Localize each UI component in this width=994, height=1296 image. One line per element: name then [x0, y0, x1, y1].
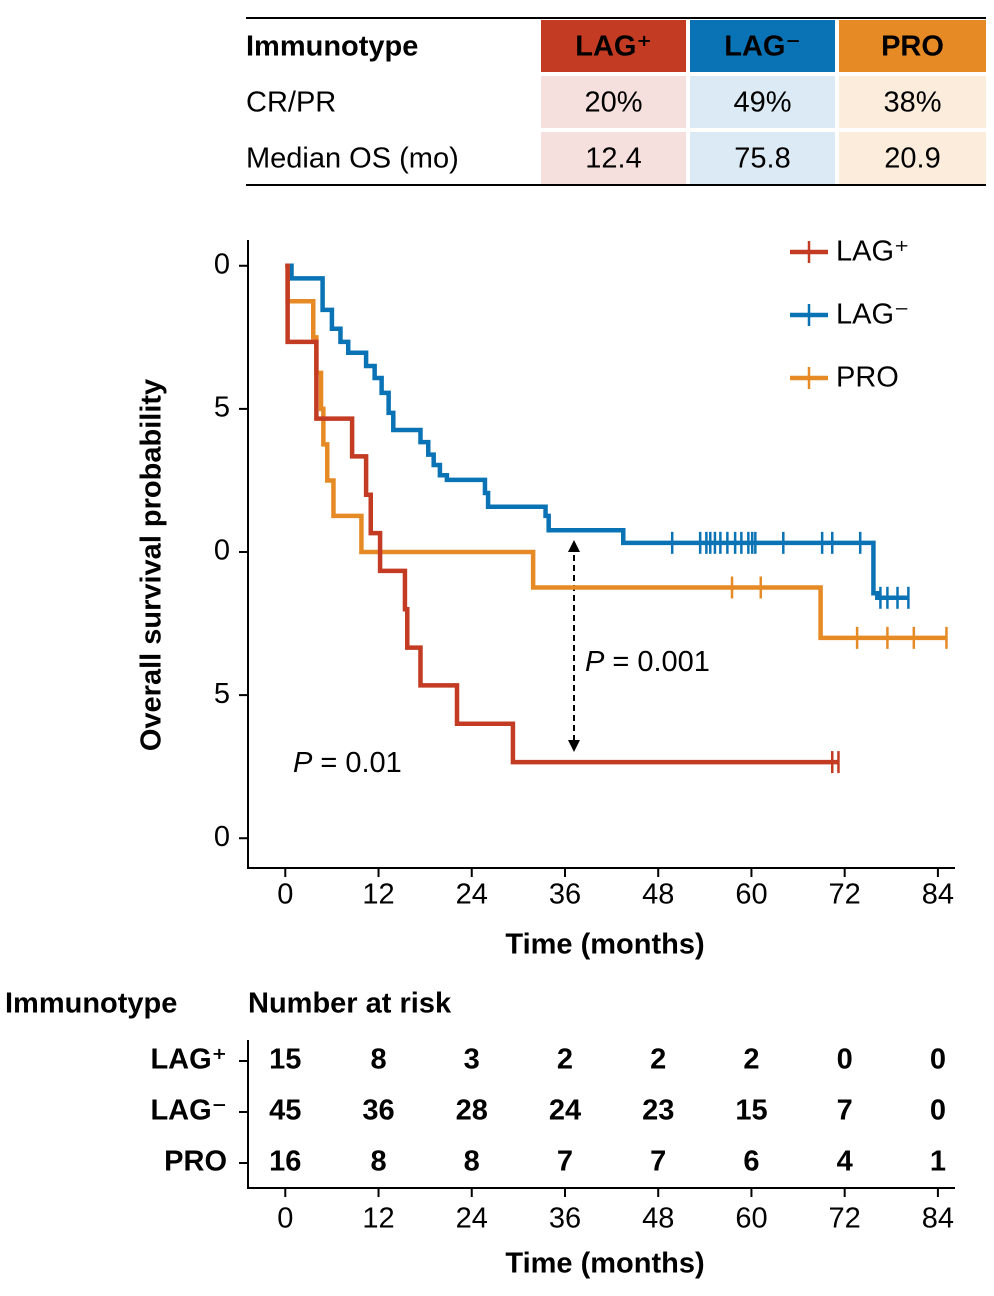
risk-count: 8	[464, 1146, 480, 1178]
risk-count: 8	[370, 1146, 386, 1178]
risk-row-header: Immunotype	[5, 988, 177, 1020]
risk-count: 2	[650, 1044, 666, 1076]
risk-count: 7	[650, 1146, 666, 1178]
risk-count: 36	[362, 1095, 394, 1127]
risk-count: 45	[269, 1095, 301, 1127]
y-tick-label: 5	[214, 392, 230, 424]
survival-curve	[285, 263, 909, 601]
x-tick-label: 12	[362, 879, 394, 911]
x-tick-label: 72	[829, 879, 861, 911]
risk-count: 15	[269, 1044, 301, 1076]
risk-count: 0	[930, 1044, 946, 1076]
table-text: 49%	[733, 87, 791, 119]
p-value: = 0.001	[612, 646, 710, 678]
table-text: 38%	[883, 87, 941, 119]
header-cell	[541, 20, 686, 72]
header-text: LAG⁻	[724, 31, 801, 63]
x-axis-label: Time (months)	[505, 929, 704, 961]
risk-x-tick-label: 0	[277, 1203, 293, 1235]
annotation: P = 0.01	[293, 747, 402, 779]
table-text: 20.9	[884, 143, 940, 175]
annotation: P = 0.001	[585, 646, 710, 678]
risk-count: 16	[269, 1146, 301, 1178]
legend-label: LAG⁻	[836, 299, 909, 331]
survival-curve	[285, 263, 839, 765]
y-tick-label: 0	[214, 535, 230, 567]
risk-x-tick-label: 12	[362, 1203, 394, 1235]
table-cell	[690, 132, 835, 184]
table-text: 12.4	[585, 143, 641, 175]
p-symbol: P	[293, 747, 313, 779]
x-tick-label: 24	[456, 879, 488, 911]
header-cell	[690, 20, 835, 72]
table-cell	[690, 76, 835, 128]
risk-count: 23	[642, 1095, 674, 1127]
risk-x-tick-label: 84	[922, 1203, 954, 1235]
p-value: = 0.01	[320, 747, 401, 779]
risk-count: 2	[557, 1044, 573, 1076]
survival-curve	[285, 263, 947, 641]
y-tick-label: 0	[214, 248, 230, 280]
table-text: 75.8	[734, 143, 790, 175]
risk-count: 3	[464, 1044, 480, 1076]
table-text: CR/PR	[246, 87, 336, 119]
risk-count: 6	[743, 1146, 759, 1178]
risk-count: 28	[456, 1095, 488, 1127]
risk-count: 7	[837, 1095, 853, 1127]
risk-count: 0	[930, 1095, 946, 1127]
risk-count: 15	[735, 1095, 767, 1127]
risk-x-axis-label: Time (months)	[505, 1248, 704, 1280]
legend-label: PRO	[836, 362, 899, 394]
table-cell	[541, 132, 686, 184]
risk-count: 1	[930, 1146, 946, 1178]
x-tick-label: 84	[922, 879, 954, 911]
p-symbol: P	[585, 646, 605, 678]
header-text: PRO	[881, 31, 944, 63]
table-cell	[839, 76, 986, 128]
risk-title: Number at risk	[248, 988, 452, 1020]
x-tick-label: 48	[642, 879, 674, 911]
table-cell	[541, 76, 686, 128]
header-text: Immunotype	[246, 31, 418, 63]
risk-x-tick-label: 24	[456, 1203, 488, 1235]
risk-x-tick-label: 36	[549, 1203, 581, 1235]
risk-count: 2	[743, 1044, 759, 1076]
x-tick-label: 36	[549, 879, 581, 911]
header-cell	[839, 20, 986, 72]
y-tick-label: 0	[214, 821, 230, 853]
x-tick-label: 0	[277, 879, 293, 911]
risk-count: 0	[837, 1044, 853, 1076]
risk-x-tick-label: 48	[642, 1203, 674, 1235]
x-tick-label: 60	[735, 879, 767, 911]
y-axis-label: Overall survival probability	[136, 379, 168, 751]
risk-count: 7	[557, 1146, 573, 1178]
table-cell	[839, 132, 986, 184]
risk-count: 4	[837, 1146, 853, 1178]
header-text: LAG⁺	[575, 31, 652, 63]
legend-label: LAG⁺	[836, 236, 909, 268]
risk-count: 8	[370, 1044, 386, 1076]
risk-count: 24	[549, 1095, 581, 1127]
table-text: Median OS (mo)	[246, 143, 459, 175]
risk-row-label: LAG⁻	[150, 1095, 227, 1127]
y-tick-label: 5	[214, 678, 230, 710]
risk-x-tick-label: 60	[735, 1203, 767, 1235]
table-text: 20%	[584, 87, 642, 119]
risk-row-label: PRO	[164, 1146, 227, 1178]
risk-row-label: LAG⁺	[150, 1044, 227, 1076]
risk-x-tick-label: 72	[829, 1203, 861, 1235]
